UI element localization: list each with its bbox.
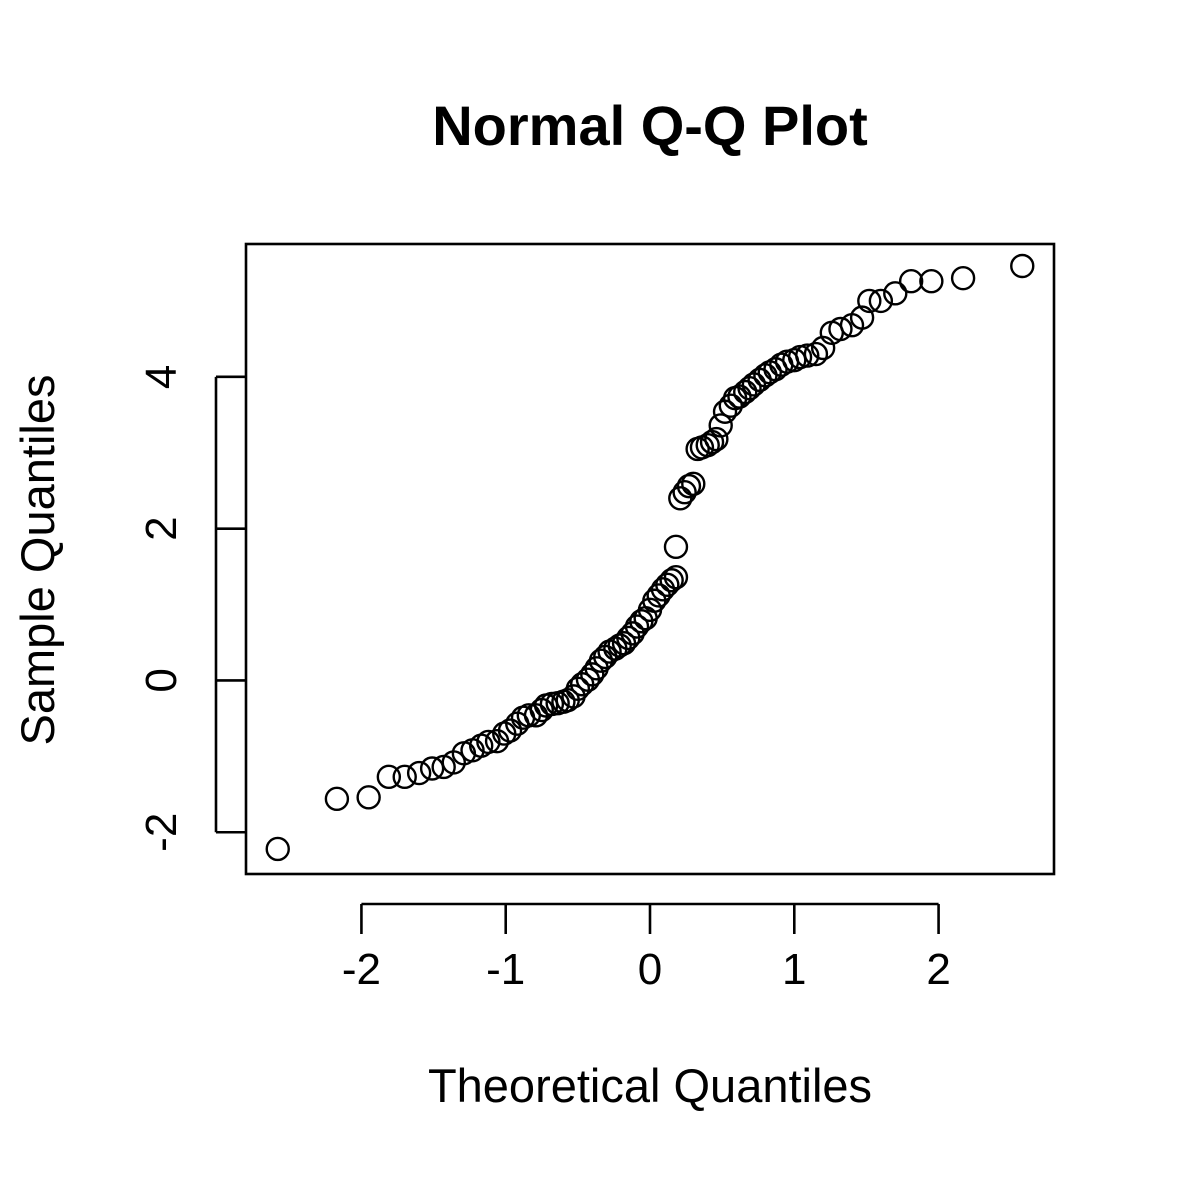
data-point: [607, 633, 632, 658]
data-point: [849, 305, 875, 330]
data-point: [650, 577, 676, 602]
data-point: [580, 662, 605, 687]
data-point: [708, 413, 733, 438]
y-axis: -2 0 2 4: [137, 365, 246, 852]
data-point: [1010, 253, 1035, 279]
x-tick-label: 1: [782, 945, 806, 994]
data-point: [655, 572, 680, 598]
data-point: [620, 621, 645, 646]
data-point: [676, 473, 702, 499]
data-point: [704, 426, 729, 452]
data-point: [392, 764, 417, 790]
data-point: [659, 568, 684, 593]
y-tick-label: 0: [137, 668, 186, 692]
data-point: [803, 341, 829, 367]
data-point: [857, 288, 882, 314]
data-point: [898, 268, 924, 294]
plot-frame: [244, 242, 1056, 876]
y-tick-label: -2: [137, 813, 186, 852]
data-point: [919, 268, 944, 294]
data-point: [828, 316, 853, 342]
data-point: [672, 480, 697, 505]
y-tick-label: 2: [137, 516, 186, 540]
data-point: [588, 648, 614, 673]
data-point: [733, 379, 758, 405]
x-tick-label: 2: [926, 945, 950, 994]
data-point: [497, 718, 523, 743]
x-axis: -2 -1 0 1 2: [342, 902, 951, 994]
data-point: [419, 756, 445, 781]
x-axis-label: Theoretical Quantiles: [428, 1059, 872, 1112]
data-point: [663, 565, 689, 590]
x-tick-label: -1: [486, 945, 525, 994]
data-point: [376, 764, 402, 790]
x-tick-label: -2: [342, 945, 381, 994]
data-point: [265, 836, 290, 862]
data-point: [950, 265, 976, 291]
data-point: [883, 281, 908, 306]
data-point: [663, 534, 689, 560]
chart-title: Normal Q-Q Plot: [432, 94, 868, 157]
data-point: [810, 335, 836, 361]
y-axis-label: Sample Quantiles: [11, 375, 64, 746]
data-point: [668, 486, 693, 511]
data-point: [624, 614, 650, 639]
data-point: [406, 760, 432, 786]
data-points: [265, 253, 1035, 862]
data-point: [476, 729, 501, 755]
y-tick-label: 4: [137, 365, 186, 389]
data-point: [868, 288, 894, 314]
x-tick-label: 0: [638, 945, 662, 994]
data-point: [681, 471, 706, 497]
data-point: [356, 785, 381, 810]
data-point: [324, 786, 350, 812]
data-point: [795, 343, 820, 368]
